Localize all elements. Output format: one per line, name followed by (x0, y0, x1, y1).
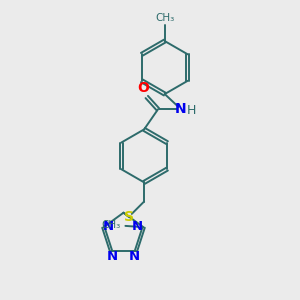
Text: N: N (132, 220, 143, 233)
Text: O: O (137, 81, 149, 95)
Text: H: H (187, 104, 196, 117)
Text: CH₃: CH₃ (102, 220, 121, 230)
Text: N: N (129, 250, 140, 263)
Text: N: N (103, 220, 114, 233)
Text: CH₃: CH₃ (155, 13, 174, 23)
Text: S: S (124, 210, 134, 224)
Text: N: N (107, 250, 118, 263)
Text: N: N (175, 102, 187, 116)
